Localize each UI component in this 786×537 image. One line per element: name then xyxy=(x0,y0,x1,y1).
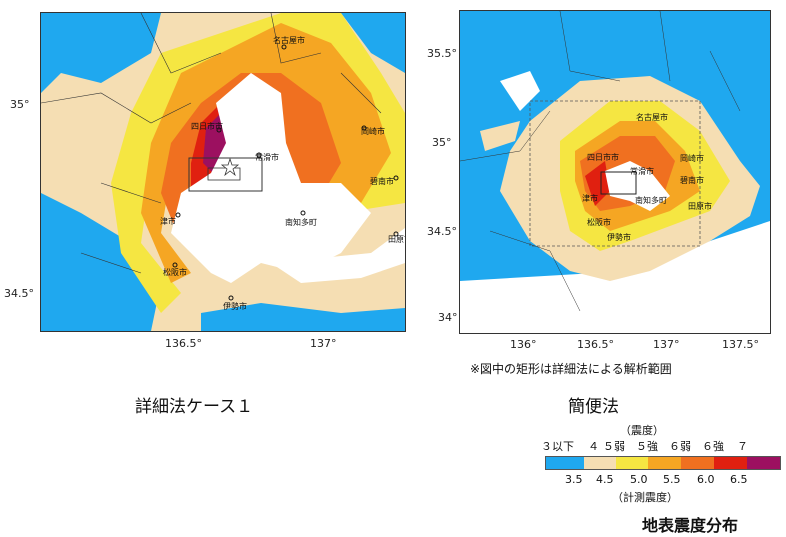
city-label: 松阪市 xyxy=(587,217,611,227)
city-label: 四日市市 xyxy=(587,152,619,162)
legend-swatch xyxy=(681,457,714,469)
legend-top-label: （震度） xyxy=(620,424,664,437)
city-label: 名古屋市 xyxy=(636,112,668,122)
legend-value: 5.0 xyxy=(630,473,648,486)
lat-tick: 34.5° xyxy=(4,287,34,300)
legend-value: 4.5 xyxy=(596,473,614,486)
legend-bottom-label: （計測震度） xyxy=(612,491,678,504)
city-label: 伊勢市 xyxy=(223,301,247,311)
legend-class: ６弱 xyxy=(669,440,691,453)
city-label: 常滑市 xyxy=(630,166,654,176)
city-label: 名古屋市 xyxy=(273,35,305,45)
legend-swatch xyxy=(584,457,616,469)
lon-tick: 137.5° xyxy=(722,338,759,351)
right-intensity-map: 名古屋市 四日市市 常滑市 岡崎市 碧南市 津市 南知多町 田原市 松阪市 伊勢… xyxy=(459,10,771,334)
city-label: 南知多町 xyxy=(285,217,317,227)
city-label: 常滑市 xyxy=(255,152,279,162)
city-label: 伊勢市 xyxy=(607,232,631,242)
city-label: 津市 xyxy=(582,193,598,203)
city-label: 碧南市 xyxy=(370,176,394,186)
analysis-range-note: ※図中の矩形は詳細法による解析範囲 xyxy=(470,362,672,376)
intensity-color-scale xyxy=(545,456,781,470)
lat-tick: 35° xyxy=(432,136,452,149)
lon-tick: 137° xyxy=(653,338,680,351)
legend-class: ６強 xyxy=(702,440,724,453)
legend-class: ７ xyxy=(737,440,748,453)
legend-swatch xyxy=(546,457,584,469)
legend-swatch xyxy=(714,457,747,469)
city-label: 碧南市 xyxy=(680,175,704,185)
legend-value: 6.5 xyxy=(730,473,748,486)
legend-class: ３以下 xyxy=(541,440,574,453)
right-map-caption: 簡便法 xyxy=(568,397,619,417)
lon-tick: 136.5° xyxy=(165,337,202,350)
legend-class: ４ xyxy=(588,440,599,453)
lon-tick: 136° xyxy=(510,338,537,351)
legend-swatch xyxy=(747,457,780,469)
city-label: 岡崎市 xyxy=(361,126,385,136)
legend-swatch xyxy=(648,457,681,469)
legend-value: 5.5 xyxy=(663,473,681,486)
legend-class: ５弱 xyxy=(603,440,625,453)
legend-value: 3.5 xyxy=(565,473,583,486)
city-label: 松阪市 xyxy=(163,267,187,277)
lat-tick: 34.5° xyxy=(427,225,457,238)
legend-swatch xyxy=(616,457,648,469)
legend-value: 6.0 xyxy=(697,473,715,486)
city-label: 岡崎市 xyxy=(680,153,704,163)
lon-tick: 136.5° xyxy=(577,338,614,351)
city-label: 田原市 xyxy=(388,234,405,244)
lat-tick: 34° xyxy=(438,311,458,324)
legend-class: ５強 xyxy=(636,440,658,453)
left-intensity-map: 名古屋市 四日市市 岡崎市 常滑市 碧南市 津市 南知多町 田原市 松阪市 伊勢… xyxy=(40,12,406,332)
lat-tick: 35° xyxy=(10,98,30,111)
city-label: 四日市市 xyxy=(191,121,223,131)
city-label: 南知多町 xyxy=(635,195,667,205)
city-label: 田原市 xyxy=(688,201,712,211)
figure-title: 地表震度分布 xyxy=(642,516,739,535)
lat-tick: 35.5° xyxy=(427,47,457,60)
left-map-caption: 詳細法ケース１ xyxy=(135,397,254,417)
city-label: 津市 xyxy=(160,216,176,226)
lon-tick: 137° xyxy=(310,337,337,350)
